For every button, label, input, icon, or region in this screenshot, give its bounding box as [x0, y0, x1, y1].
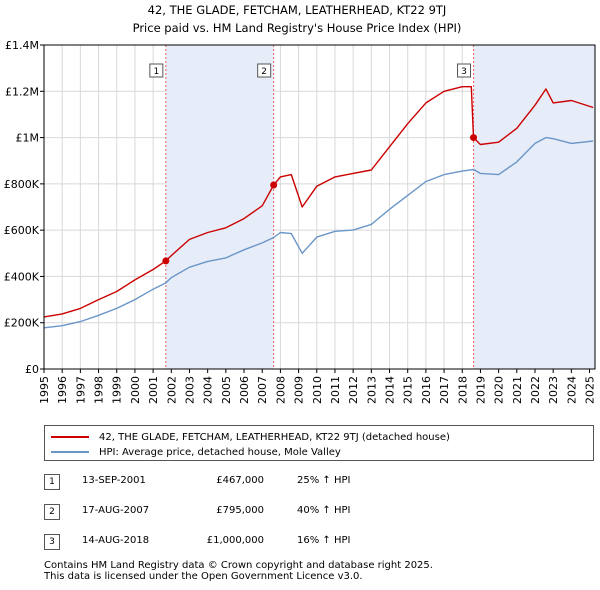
sale-number-box: 1 — [44, 474, 60, 490]
sale-date: 13-SEP-2001 — [82, 475, 146, 486]
sale-price: £467,000 — [216, 475, 264, 486]
x-tick-label: 2005 — [220, 376, 233, 404]
legend-swatch-hpi — [51, 451, 89, 453]
sale-marker-label: 1 — [153, 67, 159, 77]
x-tick-label: 2015 — [402, 376, 415, 404]
x-tick-label: 2017 — [438, 376, 451, 404]
x-tick-label: 1999 — [111, 376, 124, 404]
x-tick-label: 2013 — [365, 376, 378, 404]
sale-date: 17-AUG-2007 — [82, 505, 150, 516]
y-tick-label: £0 — [25, 363, 39, 376]
x-tick-label: 2019 — [474, 376, 487, 404]
y-axis: £0 £200K £400K £600K £800K £1M £1.2M £1.4M — [4, 39, 44, 376]
footer-line-1: Contains HM Land Registry data © Crown c… — [44, 560, 433, 571]
x-tick-label: 2012 — [347, 376, 360, 404]
sale-price: £795,000 — [216, 505, 264, 516]
x-tick-label: 2008 — [274, 376, 287, 404]
shaded-periods — [165, 45, 595, 369]
sale-marker-box — [149, 63, 164, 78]
y-tick-label: £400K — [4, 270, 40, 283]
x-tick-label: 1997 — [74, 376, 87, 404]
property-price-line — [43, 85, 594, 318]
sale-marker-box — [257, 63, 272, 78]
sale-marker-box — [457, 63, 472, 78]
legend-item-property: 42, THE GLADE, FETCHAM, LEATHERHEAD, KT2… — [51, 429, 450, 445]
x-tick-label: 2007 — [256, 376, 269, 404]
x-tick-label: 2023 — [547, 376, 560, 404]
series-lines — [43, 85, 594, 329]
x-tick-label: 2006 — [238, 376, 251, 404]
x-tick-label: 2011 — [329, 376, 342, 404]
x-tick-label: 2025 — [584, 376, 597, 404]
sale-hpi-change: 40% ↑ HPI — [297, 505, 351, 516]
sale-date: 14-AUG-2018 — [82, 535, 150, 546]
price-chart: 42, THE GLADE, FETCHAM, LEATHERHEAD, KT2… — [4, 3, 597, 404]
sale-point — [470, 134, 478, 142]
x-tick-label: 2000 — [129, 376, 142, 404]
x-tick-label: 2010 — [311, 376, 324, 404]
x-tick-label: 1996 — [56, 376, 69, 404]
x-tick-label: 2009 — [293, 376, 306, 404]
sale-number-box: 2 — [44, 504, 60, 520]
sale-hpi-change: 16% ↑ HPI — [297, 535, 351, 546]
x-tick-label: 2020 — [493, 376, 506, 404]
sale-row: 3 14-AUG-2018 £1,000,000 16% ↑ HPI — [44, 534, 374, 552]
x-tick-label: 2018 — [456, 376, 469, 404]
legend-swatch-property — [51, 436, 89, 438]
footer-attribution: Contains HM Land Registry data © Crown c… — [44, 560, 433, 582]
legend-item-hpi: HPI: Average price, detached house, Mole… — [51, 444, 341, 460]
sale-marker-label: 2 — [261, 67, 267, 77]
sale-marker-label: 3 — [461, 67, 467, 77]
x-tick-label: 2014 — [384, 376, 397, 404]
chart-subtitle: Price paid vs. HM Land Registry's House … — [133, 21, 462, 35]
x-tick-label: 2003 — [183, 376, 196, 404]
x-tick-label: 2024 — [565, 376, 578, 404]
hpi-line — [43, 136, 594, 329]
x-tick-label: 2016 — [420, 376, 433, 404]
legend: 42, THE GLADE, FETCHAM, LEATHERHEAD, KT2… — [44, 425, 594, 461]
legend-label-property: 42, THE GLADE, FETCHAM, LEATHERHEAD, KT2… — [99, 431, 450, 443]
y-tick-label: £600K — [4, 224, 40, 237]
x-tick-label: 2021 — [511, 376, 524, 404]
x-tick-label: 2002 — [165, 376, 178, 404]
y-tick-label: £1.2M — [5, 85, 39, 98]
y-tick-label: £200K — [4, 317, 40, 330]
sale-marker-labels: 1 2 3 — [149, 63, 472, 78]
shaded-period — [473, 45, 595, 369]
y-tick-label: £1.4M — [5, 39, 39, 52]
sale-row: 1 13-SEP-2001 £467,000 25% ↑ HPI — [44, 474, 374, 492]
legend-label-hpi: HPI: Average price, detached house, Mole… — [99, 446, 341, 458]
plot-frame — [43, 44, 596, 370]
plot-border — [43, 44, 596, 370]
sale-row: 2 17-AUG-2007 £795,000 40% ↑ HPI — [44, 504, 374, 522]
x-tick-label: 2001 — [147, 376, 160, 404]
x-tick-label: 1998 — [93, 376, 106, 404]
x-axis: 1995 1996 1997 1998 1999 2000 2001 2002 2003 2004… — [38, 369, 597, 404]
sale-date-lines — [165, 45, 475, 369]
footer-line-2: This data is licensed under the Open Gov… — [44, 571, 363, 582]
sale-number-box: 3 — [44, 534, 60, 550]
sale-points — [162, 134, 478, 265]
x-tick-label: 1995 — [38, 376, 51, 404]
x-tick-label: 2004 — [202, 376, 215, 404]
sale-point — [270, 181, 278, 189]
chart-title: 42, THE GLADE, FETCHAM, LEATHERHEAD, KT2… — [148, 3, 447, 17]
y-tick-label: £800K — [4, 178, 40, 191]
shaded-period — [165, 45, 274, 369]
sale-price: £1,000,000 — [206, 535, 264, 546]
y-tick-label: £1M — [16, 132, 40, 145]
x-tick-label: 2022 — [529, 376, 542, 404]
sale-point — [162, 257, 170, 265]
sale-hpi-change: 25% ↑ HPI — [297, 475, 351, 486]
